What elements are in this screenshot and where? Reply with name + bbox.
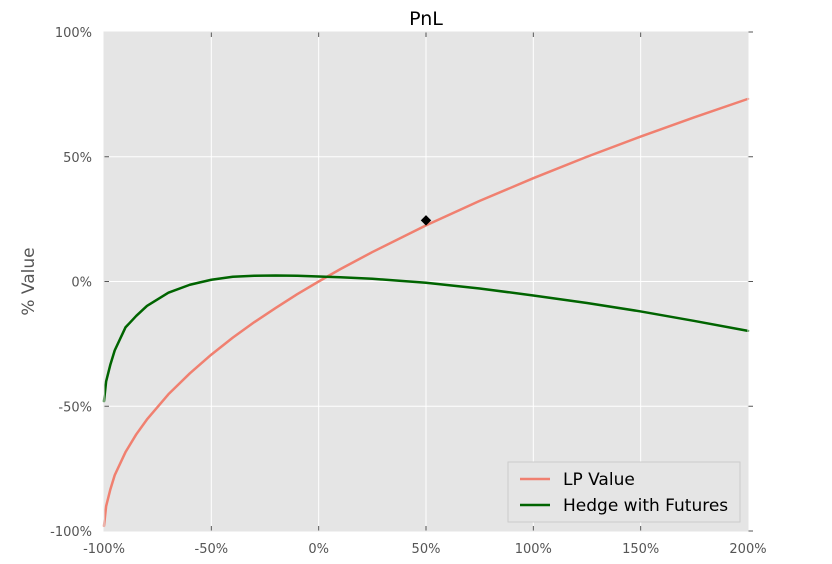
y-tick-label: 50% bbox=[63, 151, 92, 166]
diamond-marker bbox=[420, 215, 432, 226]
series-line-lp-value bbox=[102, 97, 750, 528]
plot-frame bbox=[103, 31, 749, 532]
y-axis-label: % Value bbox=[19, 247, 39, 315]
annotation-layer bbox=[420, 215, 432, 226]
x-tick-label: 100% bbox=[515, 542, 552, 557]
axis-ticks: -100% -50% 0% 50% 100% 150% 200% 100% 50% 0% -50% -… bbox=[50, 26, 766, 557]
x-tick-label: 200% bbox=[729, 542, 766, 557]
series-line-hedge-with-futures bbox=[102, 274, 750, 403]
legend: LP Value Hedge with Futures bbox=[507, 461, 741, 523]
y-tick-label: -100% bbox=[50, 525, 92, 540]
y-tick-label: -50% bbox=[58, 400, 92, 415]
series-layer bbox=[102, 97, 750, 528]
legend-label: Hedge with Futures bbox=[563, 496, 728, 516]
x-tick-label: 150% bbox=[622, 542, 659, 557]
legend-box bbox=[507, 461, 741, 523]
x-tick-label: 0% bbox=[308, 542, 329, 557]
legend-label: LP Value bbox=[563, 470, 635, 490]
chart-title: PnL bbox=[409, 8, 443, 30]
x-tick-label: -100% bbox=[83, 542, 125, 557]
x-tick-label: 50% bbox=[412, 542, 441, 557]
y-tick-label: 100% bbox=[55, 26, 92, 41]
y-tick-label: 0% bbox=[71, 276, 92, 291]
x-tick-label: -50% bbox=[195, 542, 229, 557]
